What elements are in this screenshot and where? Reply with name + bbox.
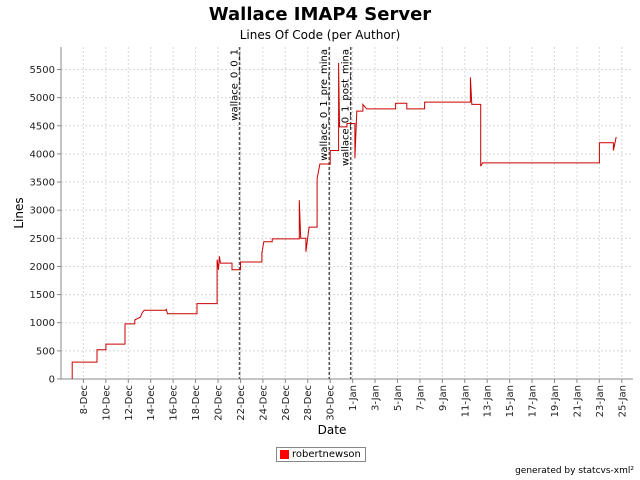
x-tick-label: 12-Dec [124, 385, 135, 421]
x-tick-label: 21-Jan [572, 385, 583, 417]
x-tick-label: 24-Dec [258, 385, 269, 421]
y-tick-label: 1000 [30, 318, 55, 329]
x-tick-label: 9-Jan [438, 385, 449, 411]
chart-subtitle: Lines Of Code (per Author) [239, 28, 401, 42]
y-tick-label: 4500 [30, 121, 55, 132]
x-tick-label: 10-Dec [101, 385, 112, 421]
legend-swatch [280, 450, 289, 459]
x-tick-label: 30-Dec [326, 385, 337, 421]
y-tick-label: 4000 [30, 149, 55, 160]
y-tick-label: 5500 [30, 65, 55, 76]
chart-title: Wallace IMAP4 Server [208, 4, 432, 25]
y-axis-title: Lines [12, 197, 26, 228]
x-tick-label: 11-Jan [460, 385, 471, 417]
x-tick-label: 19-Jan [550, 385, 561, 417]
series-line [71, 62, 617, 379]
y-tick-label: 500 [36, 346, 55, 357]
x-tick-label: 18-Dec [191, 385, 202, 421]
generator-credit: generated by statcvs-xml² [515, 466, 634, 476]
annotation-label: wallace_0_0_1 [230, 49, 241, 121]
x-tick-label: 23-Jan [595, 385, 606, 417]
chart-legend: robertnewson [276, 447, 366, 462]
x-tick-label: 3-Jan [371, 385, 382, 411]
legend-label: robertnewson [292, 449, 361, 460]
y-tick-label: 0 [49, 375, 55, 386]
plot-area [61, 47, 633, 379]
y-tick-label: 3500 [30, 178, 55, 189]
annotation-label: wallace_0_1_pre_mina [319, 49, 330, 161]
x-tick-label: 14-Dec [146, 385, 157, 421]
y-tick-label: 1500 [30, 290, 55, 301]
x-tick-label: 25-Jan [617, 385, 628, 417]
x-tick-label: 16-Dec [169, 385, 180, 421]
y-tick-label: 5000 [30, 93, 55, 104]
x-axis-title: Date [318, 423, 347, 437]
x-tick-label: 17-Jan [528, 385, 539, 417]
x-tick-label: 26-Dec [281, 385, 292, 421]
x-tick-label: 8-Dec [79, 385, 90, 414]
x-tick-label: 5-Jan [393, 385, 404, 411]
y-tick-label: 3000 [30, 206, 55, 217]
x-tick-label: 13-Jan [483, 385, 494, 417]
x-tick-label: 20-Dec [214, 385, 225, 421]
x-tick-label: 7-Jan [415, 385, 426, 411]
annotation-label: wallace_0_1_post_mina [341, 49, 352, 166]
x-tick-label: 1-Jan [348, 385, 359, 411]
y-tick-label: 2000 [30, 262, 55, 273]
x-tick-label: 28-Dec [303, 385, 314, 421]
y-tick-label: 2500 [30, 234, 55, 245]
x-tick-label: 15-Jan [505, 385, 516, 417]
x-tick-label: 22-Dec [236, 385, 247, 421]
